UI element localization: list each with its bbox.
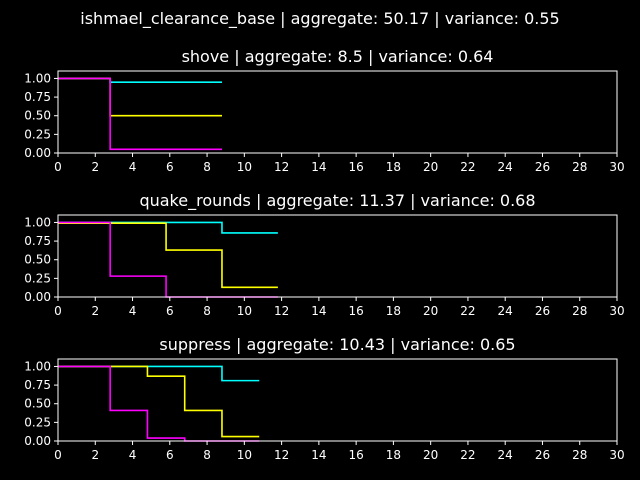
x-tick-label: 16 <box>348 304 363 318</box>
x-tick-label: 30 <box>609 448 624 462</box>
x-tick-label: 20 <box>423 304 438 318</box>
x-tick-label: 12 <box>274 448 289 462</box>
y-tick-label: 0.25 <box>24 271 51 285</box>
x-tick-label: 0 <box>54 160 62 174</box>
axes-frame <box>57 214 618 298</box>
figure-title: ishmael_clearance_base | aggregate: 50.1… <box>80 9 559 29</box>
x-tick-label: 6 <box>166 160 174 174</box>
x-tick-label: 4 <box>129 448 137 462</box>
x-tick-label: 6 <box>166 304 174 318</box>
y-tick-label: 0.00 <box>24 146 51 160</box>
x-tick-label: 10 <box>237 160 252 174</box>
x-tick-label: 30 <box>609 160 624 174</box>
x-tick-label: 24 <box>498 160 513 174</box>
x-tick-label: 28 <box>572 160 587 174</box>
x-tick-label: 22 <box>460 448 475 462</box>
x-tick-label: 18 <box>386 304 401 318</box>
series-line <box>58 77 222 151</box>
x-tick-label: 14 <box>311 448 326 462</box>
x-tick-label: 26 <box>535 160 550 174</box>
x-tick-label: 0 <box>54 448 62 462</box>
y-tick-label: 1.00 <box>24 359 51 373</box>
series-line <box>58 222 278 289</box>
x-tick-label: 0 <box>54 304 62 318</box>
x-tick-label: 14 <box>311 160 326 174</box>
x-tick-label: 26 <box>535 448 550 462</box>
x-tick-label: 8 <box>203 304 211 318</box>
x-tick-label: 2 <box>91 160 99 174</box>
y-tick-label: 0.50 <box>24 253 51 267</box>
y-tick-label: 0.75 <box>24 234 51 248</box>
x-tick-label: 2 <box>91 304 99 318</box>
x-tick-label: 8 <box>203 160 211 174</box>
x-tick-label: 18 <box>386 160 401 174</box>
x-tick-label: 10 <box>237 448 252 462</box>
x-tick-label: 8 <box>203 448 211 462</box>
x-tick-label: 14 <box>311 304 326 318</box>
y-tick-label: 1.00 <box>24 71 51 85</box>
x-tick-label: 6 <box>166 448 174 462</box>
y-tick-label: 0.25 <box>24 415 51 429</box>
y-tick-label: 0.00 <box>24 290 51 304</box>
x-tick-label: 12 <box>274 304 289 318</box>
y-tick-label: 0.50 <box>24 397 51 411</box>
x-tick-label: 22 <box>460 160 475 174</box>
y-tick-label: 1.00 <box>24 215 51 229</box>
x-tick-label: 28 <box>572 448 587 462</box>
x-tick-label: 4 <box>129 304 137 318</box>
axes-frame <box>57 358 618 442</box>
x-tick-label: 18 <box>386 448 401 462</box>
x-tick-label: 22 <box>460 304 475 318</box>
series-line <box>58 365 260 438</box>
x-tick-label: 4 <box>129 160 137 174</box>
x-tick-label: 16 <box>348 448 363 462</box>
y-tick-label: 0.50 <box>24 109 51 123</box>
x-tick-label: 16 <box>348 160 363 174</box>
y-tick-label: 0.00 <box>24 434 51 448</box>
y-tick-label: 0.25 <box>24 127 51 141</box>
y-tick-label: 0.75 <box>24 378 51 392</box>
x-tick-label: 28 <box>572 304 587 318</box>
y-tick-label: 0.75 <box>24 90 51 104</box>
panel-title: quake_rounds | aggregate: 11.37 | varian… <box>139 191 535 211</box>
x-tick-label: 12 <box>274 160 289 174</box>
x-tick-label: 24 <box>498 304 513 318</box>
x-tick-label: 24 <box>498 448 513 462</box>
panel-title: shove | aggregate: 8.5 | variance: 0.64 <box>182 47 494 66</box>
x-tick-label: 20 <box>423 448 438 462</box>
axes-frame <box>57 70 618 154</box>
panel-title: suppress | aggregate: 10.43 | variance: … <box>159 335 515 354</box>
x-tick-label: 10 <box>237 304 252 318</box>
x-tick-label: 2 <box>91 448 99 462</box>
x-tick-label: 30 <box>609 304 624 318</box>
x-tick-label: 20 <box>423 160 438 174</box>
x-tick-label: 26 <box>535 304 550 318</box>
